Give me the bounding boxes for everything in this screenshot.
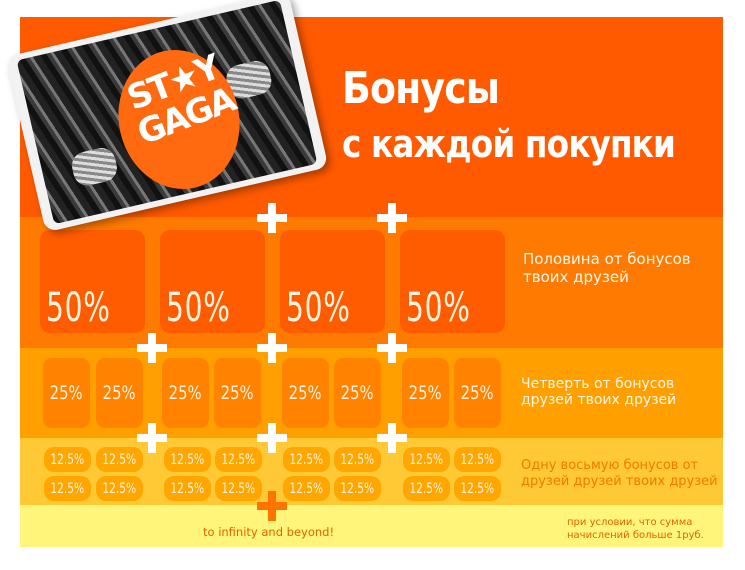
- pill-12-5: 12.5%: [215, 476, 262, 501]
- pill-label: 12.5%: [170, 451, 205, 468]
- tile-50-3: 50%: [280, 230, 385, 333]
- pill-label: 12.5%: [340, 451, 375, 468]
- pill-12-5: 12.5%: [215, 447, 262, 472]
- pill-label: 12.5%: [102, 480, 137, 497]
- pill-12-5: 12.5%: [334, 476, 381, 501]
- page-subtitle: с каждой покупки: [342, 122, 676, 166]
- pill-label: 12.5%: [289, 451, 324, 468]
- pill-label: 12.5%: [460, 480, 495, 497]
- footer-band: [20, 505, 723, 547]
- tile-50-label: 50%: [286, 285, 351, 331]
- tier-50-description: Половина от бонусов твоих друзей: [523, 250, 691, 286]
- pill-12-5: 12.5%: [283, 447, 330, 472]
- pill-12-5: 12.5%: [44, 476, 91, 501]
- plus-icon: [377, 333, 407, 363]
- tier-25-description: Четверть от бонусов друзей твоих друзей: [521, 376, 677, 408]
- plus-icon: [257, 203, 287, 233]
- plus-orange-icon: [257, 491, 287, 521]
- tile-25: 25%: [96, 358, 143, 428]
- plus-icon: [377, 203, 407, 233]
- tile-25: 25%: [402, 358, 449, 428]
- pill-label: 12.5%: [460, 451, 495, 468]
- tier-12-description: Одну восьмую бонусов от друзей друзей тв…: [521, 458, 718, 489]
- pill-12-5: 12.5%: [44, 447, 91, 472]
- pill-label: 12.5%: [221, 480, 256, 497]
- pill-12-5: 12.5%: [454, 447, 501, 472]
- tile-50-4: 50%: [400, 230, 505, 333]
- pill-12-5: 12.5%: [164, 476, 211, 501]
- plus-icon: [137, 333, 167, 363]
- pill-12-5: 12.5%: [164, 447, 211, 472]
- tagline: to infinity and beyond!: [203, 525, 335, 539]
- tile-25: 25%: [43, 358, 90, 428]
- tile-50-1: 50%: [40, 230, 145, 333]
- tile-25-label: 25%: [221, 382, 254, 404]
- pill-label: 12.5%: [50, 451, 85, 468]
- tile-25: 25%: [214, 358, 261, 428]
- tile-25-label: 25%: [50, 382, 83, 404]
- tile-25: 25%: [454, 358, 501, 428]
- pill-label: 12.5%: [221, 451, 256, 468]
- tile-50-label: 50%: [46, 285, 111, 331]
- tile-25: 25%: [334, 358, 381, 428]
- page-title: Бонусы: [342, 63, 500, 114]
- tile-50-label: 50%: [406, 285, 471, 331]
- condition-footnote: при условии, что сумма начислений больше…: [567, 517, 704, 541]
- pill-label: 12.5%: [409, 480, 444, 497]
- tile-25-label: 25%: [461, 382, 494, 404]
- tile-25: 25%: [282, 358, 329, 428]
- tile-25-label: 25%: [341, 382, 374, 404]
- tile-50-label: 50%: [166, 285, 231, 331]
- plus-icon: [377, 423, 407, 453]
- pill-label: 12.5%: [50, 480, 85, 497]
- pill-label: 12.5%: [289, 480, 324, 497]
- tile-25-label: 25%: [169, 382, 202, 404]
- tile-25: 25%: [162, 358, 209, 428]
- pill-12-5: 12.5%: [283, 476, 330, 501]
- pill-label: 12.5%: [102, 451, 137, 468]
- pill-12-5: 12.5%: [403, 447, 450, 472]
- pill-12-5: 12.5%: [96, 476, 143, 501]
- plus-icon: [257, 423, 287, 453]
- plus-icon: [257, 333, 287, 363]
- tile-25-label: 25%: [103, 382, 136, 404]
- pill-12-5: 12.5%: [403, 476, 450, 501]
- pill-label: 12.5%: [409, 451, 444, 468]
- pill-12-5: 12.5%: [454, 476, 501, 501]
- tile-25-label: 25%: [289, 382, 322, 404]
- pill-label: 12.5%: [170, 480, 205, 497]
- pill-label: 12.5%: [340, 480, 375, 497]
- pill-12-5: 12.5%: [96, 447, 143, 472]
- pill-12-5: 12.5%: [334, 447, 381, 472]
- plus-icon: [137, 423, 167, 453]
- tile-25-label: 25%: [409, 382, 442, 404]
- tile-50-2: 50%: [160, 230, 265, 333]
